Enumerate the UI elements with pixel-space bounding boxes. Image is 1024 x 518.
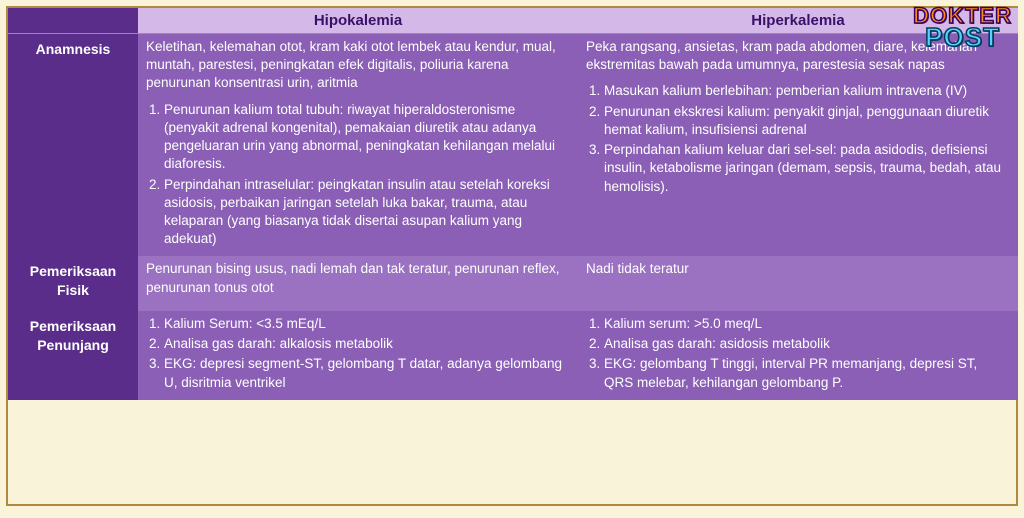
cell-col2: Peka rangsang, ansietas, kram pada abdom… [578,34,1018,257]
list-item: Penurunan kalium total tubuh: riwayat hi… [164,101,570,174]
comparison-table: Hipokalemia Hiperkalemia AnamnesisKeleti… [8,8,1018,400]
cell-col2: Nadi tidak teratur [578,256,1018,310]
row-head: Pemeriksaan Penunjang [8,311,138,400]
header-row: Hipokalemia Hiperkalemia [8,8,1018,34]
header-blank [8,8,138,34]
frame: DOKTER POST Hipokalemia Hiperkalemia Ana… [6,6,1018,506]
list-item: Analisa gas darah: alkalosis metabolik [164,335,570,353]
table-row: Pemeriksaan FisikPenurunan bising usus, … [8,256,1018,310]
header-col2: Hiperkalemia [578,8,1018,34]
cell-intro: Keletihan, kelemahan otot, kram kaki oto… [146,38,570,93]
table-body: AnamnesisKeletihan, kelemahan otot, kram… [8,34,1018,400]
cell-intro: Penurunan bising usus, nadi lemah dan ta… [146,260,570,296]
cell-intro: Peka rangsang, ansietas, kram pada abdom… [586,38,1010,74]
cell-col1: Keletihan, kelemahan otot, kram kaki oto… [138,34,578,257]
cell-list: Kalium serum: >5.0 meq/L Analisa gas dara… [604,315,1010,392]
list-item: Masukan kalium berlebihan: pemberian kal… [604,82,1010,100]
cell-list: Penurunan kalium total tubuh: riwayat hi… [164,101,570,249]
cell-list: Kalium Serum: <3.5 mEq/L Analisa gas dara… [164,315,570,392]
list-item: Perpindahan kalium keluar dari sel-sel: … [604,141,1010,196]
list-item: Kalium Serum: <3.5 mEq/L [164,315,570,333]
list-item: EKG: gelombang T tinggi, interval PR mem… [604,355,1010,391]
list-item: Penurunan ekskresi kalium: penyakit ginj… [604,103,1010,139]
list-item: EKG: depresi segment-ST, gelombang T dat… [164,355,570,391]
cell-col1: Penurunan bising usus, nadi lemah dan ta… [138,256,578,310]
list-item: Perpindahan intraselular: peingkatan ins… [164,176,570,249]
cell-col2: Kalium serum: >5.0 meq/L Analisa gas dara… [578,311,1018,400]
row-head: Pemeriksaan Fisik [8,256,138,310]
list-item: Kalium serum: >5.0 meq/L [604,315,1010,333]
list-item: Analisa gas darah: asidosis metabolik [604,335,1010,353]
table-row: Pemeriksaan Penunjang Kalium Serum: <3.5 … [8,311,1018,400]
table-row: AnamnesisKeletihan, kelemahan otot, kram… [8,34,1018,257]
cell-intro: Nadi tidak teratur [586,260,1010,278]
cell-list: Masukan kalium berlebihan: pemberian kal… [604,82,1010,195]
header-col1: Hipokalemia [138,8,578,34]
row-head: Anamnesis [8,34,138,257]
cell-col1: Kalium Serum: <3.5 mEq/L Analisa gas dara… [138,311,578,400]
